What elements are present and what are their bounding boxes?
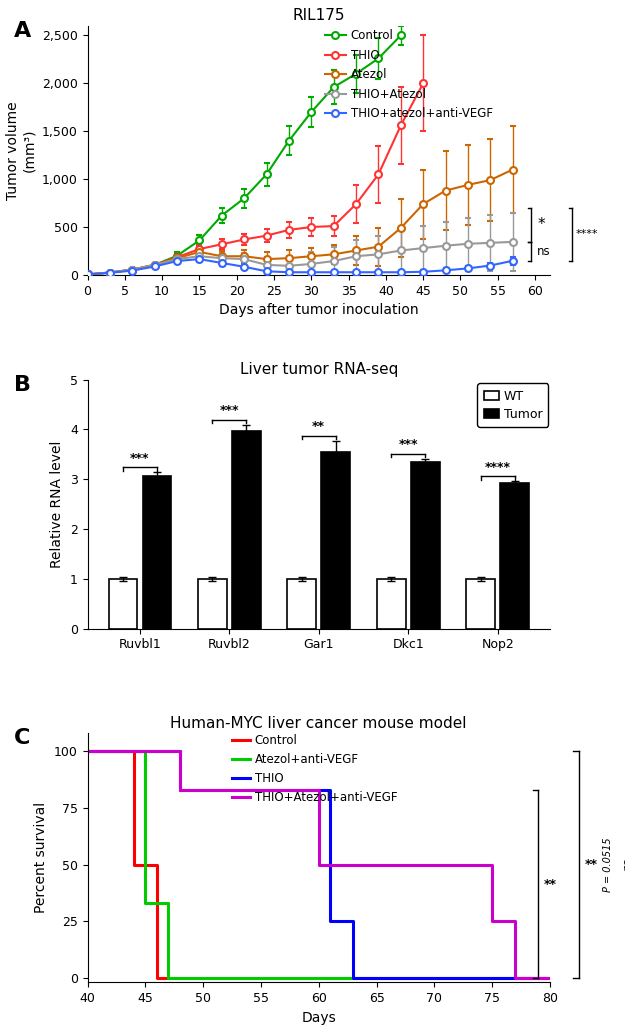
Bar — [198, 579, 227, 629]
Title: Human-MYC liver cancer mouse model: Human-MYC liver cancer mouse model — [171, 716, 467, 731]
THIO+Atezol+anti-VEGF — [315, 858, 322, 871]
Text: ***: *** — [130, 452, 149, 464]
THIO+Atezol+anti-VEGF — [511, 915, 519, 927]
Text: ***: *** — [399, 438, 418, 451]
Title: RIL175: RIL175 — [292, 8, 345, 24]
Bar — [411, 462, 439, 629]
Control — [546, 972, 554, 984]
Bar — [142, 477, 171, 629]
Atezol+anti-VEGF — [141, 746, 149, 758]
Text: ****: **** — [484, 461, 511, 474]
Atezol+anti-VEGF — [141, 896, 149, 909]
Bar — [232, 431, 261, 629]
Text: **: ** — [585, 858, 597, 871]
Text: C: C — [14, 728, 30, 749]
Line: THIO: THIO — [88, 752, 550, 978]
THIO+Atezol+anti-VEGF — [489, 858, 496, 871]
Text: ns: ns — [622, 858, 625, 871]
Text: ***: *** — [219, 404, 239, 418]
THIO+Atezol+anti-VEGF — [176, 784, 184, 796]
Bar — [288, 579, 316, 629]
THIO — [84, 746, 91, 758]
Atezol+anti-VEGF — [165, 896, 172, 909]
X-axis label: Days: Days — [301, 1010, 336, 1025]
THIO+Atezol+anti-VEGF — [489, 915, 496, 927]
THIO+Atezol+anti-VEGF — [511, 972, 519, 984]
Text: ns: ns — [538, 245, 551, 257]
Legend: Control, THIO, Atezol, THIO+Atezol, THIO+atezol+anti-VEGF: Control, THIO, Atezol, THIO+Atezol, THIO… — [324, 29, 492, 120]
Control — [84, 746, 91, 758]
THIO — [176, 746, 184, 758]
THIO+Atezol+anti-VEGF — [84, 746, 91, 758]
Title: Liver tumor RNA-seq: Liver tumor RNA-seq — [239, 362, 398, 377]
Text: **: ** — [544, 879, 558, 891]
Atezol+anti-VEGF — [165, 972, 172, 984]
Bar — [321, 452, 350, 629]
Atezol+anti-VEGF — [546, 972, 554, 984]
THIO+Atezol+anti-VEGF — [315, 784, 322, 796]
Text: B: B — [14, 374, 31, 395]
X-axis label: Days after tumor inoculation: Days after tumor inoculation — [219, 303, 419, 317]
Line: Atezol+anti-VEGF: Atezol+anti-VEGF — [88, 752, 550, 978]
THIO — [327, 915, 334, 927]
THIO — [327, 784, 334, 796]
Y-axis label: Tumor volume
(mm³): Tumor volume (mm³) — [6, 101, 36, 200]
THIO — [350, 915, 358, 927]
THIO — [546, 972, 554, 984]
Line: THIO+Atezol+anti-VEGF: THIO+Atezol+anti-VEGF — [88, 752, 550, 978]
Text: ****: **** — [576, 230, 599, 239]
Text: P = 0.0515: P = 0.0515 — [602, 838, 612, 892]
THIO+Atezol+anti-VEGF — [176, 746, 184, 758]
Bar — [501, 483, 529, 629]
Text: *: * — [538, 217, 545, 233]
Atezol+anti-VEGF — [84, 746, 91, 758]
THIO — [350, 972, 358, 984]
Control — [153, 858, 161, 871]
Text: **: ** — [312, 421, 325, 433]
THIO — [176, 784, 184, 796]
Bar — [109, 579, 137, 629]
Line: Control: Control — [88, 752, 550, 978]
Bar — [466, 579, 495, 629]
Text: A: A — [14, 21, 31, 41]
Legend: Control, Atezol+anti-VEGF, THIO, THIO+Atezol+anti-VEGF: Control, Atezol+anti-VEGF, THIO, THIO+At… — [232, 734, 397, 803]
Legend: WT, Tumor: WT, Tumor — [478, 384, 548, 427]
Control — [130, 746, 138, 758]
Y-axis label: Relative RNA level: Relative RNA level — [50, 440, 64, 568]
Control — [130, 858, 138, 871]
Control — [153, 972, 161, 984]
THIO+Atezol+anti-VEGF — [546, 972, 554, 984]
Y-axis label: Percent survival: Percent survival — [34, 802, 48, 913]
Bar — [377, 579, 406, 629]
